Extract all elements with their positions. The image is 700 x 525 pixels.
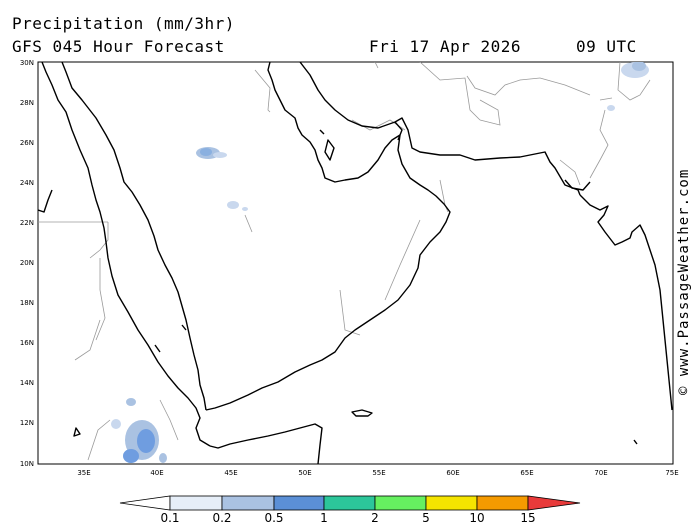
lon-tick-label: 75E [665,469,678,477]
lat-tick-label: 22N [20,219,34,227]
lon-tick-label: 55E [372,469,385,477]
lon-axis: 35E 40E 45E 50E 55E 60E 65E 70E 75E [77,469,678,477]
lat-tick-label: 10N [20,460,34,468]
legend-label: 15 [520,511,535,525]
lat-tick-label: 26N [20,139,34,147]
lat-tick-label: 24N [20,179,34,187]
lon-tick-label: 70E [594,469,607,477]
coastlines [38,62,673,464]
legend-swatch [425,495,478,511]
legend-label: 2 [371,511,379,525]
legend-label: 0.2 [212,511,231,525]
map-frame [37,61,674,465]
lat-tick-label: 20N [20,259,34,267]
copyright-credit: © www.PassageWeather.com [676,168,692,395]
lon-tick-label: 40E [150,469,163,477]
lat-tick-label: 28N [20,99,34,107]
lon-tick-label: 60E [446,469,459,477]
chart-title: Precipitation (mm/3hr) [12,14,235,33]
lon-tick-label: 35E [77,469,90,477]
legend-label: 0.1 [160,511,179,525]
legend-swatch [374,495,427,511]
legend-swatch [323,495,376,511]
precip-blobs [111,62,649,463]
legend-swatch [169,495,223,511]
forecast-date: Fri 17 Apr 2026 [369,37,521,56]
legend-swatch [273,495,325,511]
legend-label: 10 [469,511,484,525]
legend-swatch-high-arrow [527,495,581,511]
lon-tick-label: 50E [298,469,311,477]
forecast-time: 09 UTC [576,37,637,56]
legend-swatch-low-arrow [119,495,171,511]
lat-tick-label: 14N [20,379,34,387]
lat-tick-label: 16N [20,339,34,347]
legend-swatch [476,495,529,511]
legend-label: 1 [320,511,328,525]
lon-tick-label: 65E [520,469,533,477]
legend-label: 0.5 [264,511,283,525]
lat-axis: 30N 28N 26N 24N 22N 20N 18N 16N 14N 12N … [20,59,34,468]
legend-swatch [221,495,275,511]
lon-tick-label: 45E [224,469,237,477]
legend-label: 5 [422,511,430,525]
country-borders [38,62,651,461]
lat-tick-label: 12N [20,419,34,427]
lat-tick-label: 18N [20,299,34,307]
forecast-label: GFS 045 Hour Forecast [12,37,225,56]
lat-tick-label: 30N [20,59,34,67]
color-legend: 0.1 0.2 0.5 1 2 5 10 15 [119,495,581,525]
